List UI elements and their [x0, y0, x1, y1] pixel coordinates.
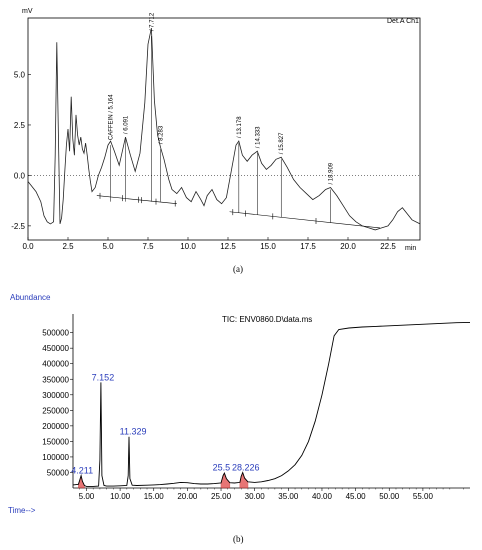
panel-a-x-tick-label: 5.0 [102, 242, 114, 251]
panel-a-peak-label: / 18.909 [329, 162, 335, 184]
panel-b-y-tick-label: 300000 [42, 391, 69, 400]
panel-b-y-ticks: 50000 100000 150000 200000 250000 300000 35000… [42, 329, 73, 477]
panel-a-x-ticks: 0.0 2.5 5.0 7.5 10.0 12.5 15.0 17.5 20.0 22.5 [22, 237, 396, 251]
panel-b-x-tick-label: 10.00 [110, 492, 131, 501]
panel-b-caption: (b) [233, 534, 244, 544]
panel-b-x-tick-label: 15.00 [144, 492, 165, 501]
panel-a-legend: Det.A Ch1 [387, 18, 419, 25]
panel-a-y-ticks: -2.5 0.0 2.5 5.0 [11, 71, 31, 231]
panel-a-hplc-chromatogram: mV Det.A Ch1 min 0.0 2.5 5.0 7.5 10.0 12.5 15.… [11, 8, 421, 274]
panel-a-x-tick-label: 22.5 [380, 242, 396, 251]
panel-a-plot-frame [27, 17, 421, 241]
panel-a-x-tick-label: 2.5 [62, 242, 74, 251]
panel-b-y-tick-label: 500000 [42, 329, 69, 338]
panel-b-y-tick-label: 100000 [42, 453, 69, 462]
panel-b-series-line [72, 321, 471, 487]
panel-a-baseline-segment [96, 195, 177, 204]
panel-a-peak-label: / 6.091 [123, 115, 129, 134]
panel-a-peak-label: / 13.178 [237, 116, 243, 138]
panel-b-x-tick-label: 20.00 [177, 492, 198, 501]
panel-b-y-tick-label: 250000 [42, 406, 69, 415]
panel-a-x-tick-label: 20.0 [340, 242, 356, 251]
panel-a-y-tick-label: 5.0 [14, 71, 26, 80]
panel-b-y-tick-label: 50000 [47, 468, 70, 477]
panel-b-y-tick-label: 400000 [42, 360, 69, 369]
panel-b-x-tick-label: 25.00 [211, 492, 232, 501]
panel-a-peak-labels: CAFFEIN / 5.164 / 6.091 / 7.712 / 8.283 / 13… [109, 12, 335, 223]
panel-b-peak-labels: 4.211 7.152 11.329 25.5 28.226 [71, 372, 259, 475]
panel-a-x-tick-label: 12.5 [220, 242, 236, 251]
panel-a-peak-label: CAFFEIN / 5.164 [109, 94, 115, 140]
panel-a-peak-label: / 7.712 [149, 12, 155, 31]
panel-b-y-tick-label: 150000 [42, 437, 69, 446]
panel-a-x-tick-label: 10.0 [180, 242, 196, 251]
panel-b-peak-label: 25.5 [213, 462, 231, 472]
panel-a-xlabel: min [405, 245, 416, 252]
panel-b-y-tick-label: 450000 [42, 344, 69, 353]
panel-a-x-tick-label: 7.5 [142, 242, 154, 251]
panel-a-x-tick-label: 0.0 [22, 242, 34, 251]
panel-b-x-tick-label: 5.00 [79, 492, 95, 501]
panel-a-y-tick-label: 0.0 [14, 171, 26, 180]
panel-a-y-tick-label: 2.5 [14, 121, 26, 130]
panel-b-peak-label: 4.211 [71, 466, 93, 476]
panel-b-y-tick-label: 350000 [42, 375, 69, 384]
panel-a-series-line [27, 28, 421, 231]
panel-b-x-tick-label: 30.00 [245, 492, 266, 501]
panel-b-peak-label: 28.226 [232, 462, 260, 472]
panel-b-x-tick-label: 55.00 [413, 492, 434, 501]
panel-a-y-tick-label: -2.5 [11, 222, 25, 231]
panel-a-ylabel: mV [22, 8, 33, 15]
panel-a-peak-label: / 14.333 [255, 126, 261, 148]
panel-b-x-ticks: 5.00 10.00 15.00 20.00 25.00 30.00 35.00 40.00 4… [79, 488, 464, 501]
panel-a-peak-label: / 15.827 [279, 132, 285, 154]
panel-a-peak-label: / 8.283 [159, 125, 165, 144]
panel-b-peak-label: 7.152 [92, 372, 115, 382]
panel-b-legend: TIC: ENV0860.D\data.ms [222, 315, 312, 324]
panel-a-x-tick-label: 17.5 [300, 242, 316, 251]
panel-b-x-tick-label: 40.00 [312, 492, 333, 501]
panel-a-x-tick-label: 15.0 [260, 242, 276, 251]
panel-b-y-tick-label: 200000 [42, 422, 69, 431]
panel-a-integration-baseline [96, 192, 381, 229]
panel-b-ylabel: Abundance [10, 293, 51, 302]
panel-a-caption: (a) [233, 264, 243, 274]
panel-b-tic-chromatogram: Abundance TIC: ENV0860.D\data.ms Time-->… [8, 293, 471, 544]
panel-a-baseline-segment [229, 211, 381, 229]
panel-b-x-tick-label: 50.00 [379, 492, 400, 501]
panel-b-peak-label: 11.329 [120, 427, 147, 437]
panel-b-x-tick-label: 35.00 [278, 492, 299, 501]
panel-b-x-tick-label: 45.00 [346, 492, 367, 501]
panel-b-xlabel: Time--> [8, 506, 36, 515]
